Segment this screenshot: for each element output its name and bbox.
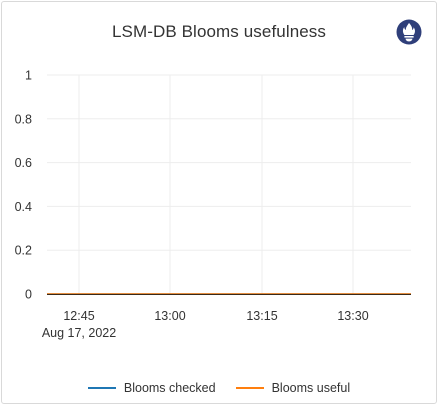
legend-label: Blooms checked [123,381,216,395]
series-lines [47,293,411,295]
legend-swatch [87,387,116,389]
y-tick-label: 0.6 [15,156,32,170]
x-axis-tick-labels: 12:45 Aug 17, 2022 13:00 13:15 13:30 [42,309,369,340]
x-tick-label: 13:00 [154,309,185,323]
y-tick-label: 0.4 [15,200,32,214]
legend-item-blooms-useful[interactable]: Blooms useful [235,381,351,395]
grid-lines [47,74,411,294]
legend-item-blooms-checked[interactable]: Blooms checked [87,381,216,395]
chart-legend: Blooms checked Blooms useful [0,381,438,395]
y-tick-label: 0.2 [15,244,32,258]
y-tick-label: 0.8 [15,112,32,126]
legend-swatch [235,387,264,389]
chart-title: LSM-DB Blooms usefulness [111,22,327,41]
x-tick-label: 12:45 [63,309,94,323]
legend-label: Blooms useful [271,381,351,395]
x-tick-date-label: Aug 17, 2022 [42,326,116,340]
y-tick-label: 0 [25,288,32,302]
x-tick-label: 13:15 [246,309,277,323]
y-axis-tick-labels: 0 0.2 0.4 0.6 0.8 1 [15,69,32,302]
x-tick-label: 13:30 [337,309,368,323]
y-tick-label: 1 [25,69,32,83]
prometheus-logo-icon[interactable] [396,19,422,45]
